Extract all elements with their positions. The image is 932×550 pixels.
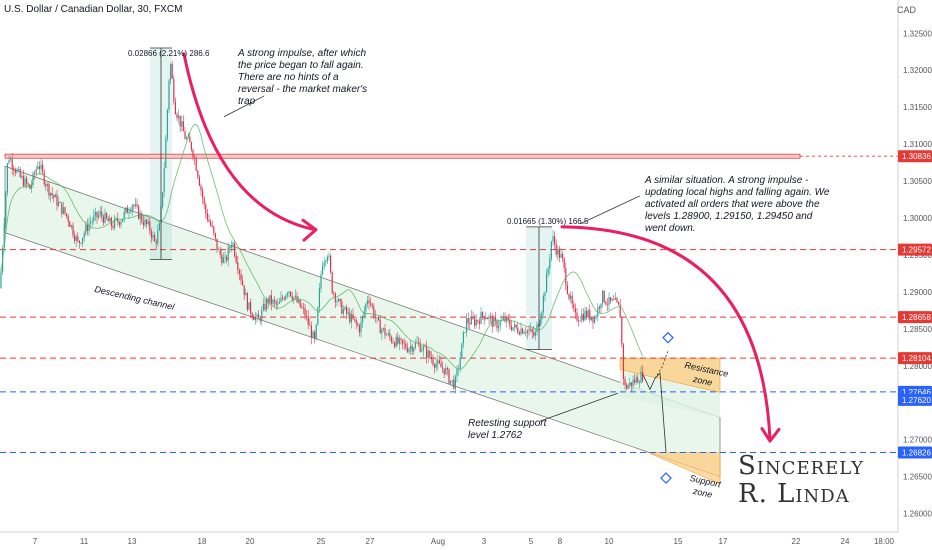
time-tick-label: 22 bbox=[792, 537, 801, 546]
note-similar-situation: A similar situation. A strong impulse - … bbox=[645, 175, 830, 234]
price-tick-label: 1.29000 bbox=[903, 288, 932, 297]
currency-label: CAD bbox=[896, 5, 916, 15]
time-tick-label: Aug bbox=[431, 537, 445, 546]
time-tick-label: 18 bbox=[198, 537, 207, 546]
price-tick-label: 1.32500 bbox=[903, 29, 932, 38]
price-badge: 1.27620 bbox=[898, 393, 932, 406]
time-tick-label: 27 bbox=[366, 537, 375, 546]
time-tick-label: 8 bbox=[558, 537, 563, 546]
time-tick-label: 10 bbox=[605, 537, 614, 546]
price-tick-label: 1.32000 bbox=[903, 66, 932, 75]
svg-text:1.30836: 1.30836 bbox=[902, 152, 931, 161]
signature: Sincerely R. Linda bbox=[738, 451, 864, 509]
price-tick-label: 1.30500 bbox=[903, 177, 932, 186]
price-badge: 1.28104 bbox=[898, 352, 932, 365]
svg-text:1.26826: 1.26826 bbox=[902, 448, 931, 457]
time-axis[interactable]: 7 11 13 18 20 25 27 Aug 3 5 8 10 15 17 22 24 18:00 bbox=[0, 531, 898, 546]
svg-text:1.29572: 1.29572 bbox=[902, 246, 931, 255]
svg-text:1.27620: 1.27620 bbox=[902, 396, 931, 405]
time-tick-label: 20 bbox=[246, 537, 255, 546]
level-lines bbox=[0, 153, 898, 453]
impulse-2-label: 0.01665 (1.30%) 166.5 bbox=[507, 217, 589, 226]
note-market-maker-trap: A strong impulse, after which the price … bbox=[238, 48, 368, 107]
price-tick-label: 1.26500 bbox=[903, 473, 932, 482]
price-tick-label: 1.31000 bbox=[903, 140, 932, 149]
time-tick-label: 13 bbox=[128, 537, 137, 546]
svg-text:1.28658: 1.28658 bbox=[902, 313, 931, 322]
price-tick-label: 1.28000 bbox=[903, 362, 932, 371]
price-tick-label: 1.28500 bbox=[903, 325, 932, 334]
price-badge: 1.28658 bbox=[898, 311, 932, 324]
time-tick-label: 7 bbox=[33, 537, 38, 546]
retest-label: Retesting support level 1.2762 bbox=[468, 418, 547, 441]
price-badges: 1.30836 1.29572 1.28658 1.28104 1.276461.276… bbox=[898, 150, 932, 459]
annotation-arrows bbox=[150, 47, 781, 484]
time-tick-label: 25 bbox=[317, 537, 326, 546]
price-badge: 1.26826 bbox=[898, 446, 932, 459]
svg-text:1.28104: 1.28104 bbox=[902, 354, 931, 363]
time-tick-label: 11 bbox=[80, 537, 89, 546]
time-tick-label: 3 bbox=[482, 537, 487, 546]
price-badge: 1.30836 bbox=[898, 150, 932, 163]
time-tick-label: 5 bbox=[529, 537, 534, 546]
time-tick-label: 18:00 bbox=[874, 537, 895, 546]
moving-average-line bbox=[0, 124, 643, 370]
time-tick-label: 17 bbox=[719, 537, 728, 546]
price-tick-label: 1.26000 bbox=[903, 510, 932, 519]
time-tick-label: 24 bbox=[841, 537, 850, 546]
symbol-title: U.S. Dollar / Canadian Dollar, 30, FXCM bbox=[4, 4, 183, 15]
price-tick-label: 1.31500 bbox=[903, 103, 932, 112]
price-tick-label: 1.27000 bbox=[903, 436, 932, 445]
impulse-1-label: 0.02866 (2.21%) 286.6 bbox=[128, 49, 210, 58]
svg-text:1.27646: 1.27646 bbox=[902, 388, 931, 397]
price-badge: 1.29572 bbox=[898, 243, 932, 256]
time-tick-label: 15 bbox=[674, 537, 683, 546]
price-tick-label: 1.30000 bbox=[903, 214, 932, 223]
